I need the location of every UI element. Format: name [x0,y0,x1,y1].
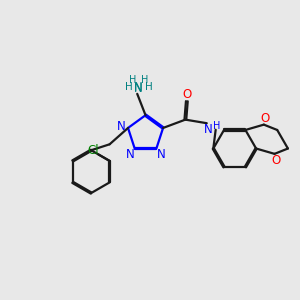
Text: Cl: Cl [87,144,99,157]
Text: H: H [125,82,133,92]
Text: H: H [213,121,220,130]
Text: O: O [272,154,280,167]
Text: N: N [134,82,143,95]
Text: N: N [157,148,166,161]
Text: H: H [141,76,148,85]
Text: N: N [117,120,126,133]
Text: O: O [261,112,270,124]
Text: N: N [134,81,143,94]
Text: O: O [183,88,192,101]
Text: N: N [204,123,213,136]
Text: H: H [129,76,136,85]
Text: N: N [126,148,135,161]
Text: H: H [145,82,152,92]
